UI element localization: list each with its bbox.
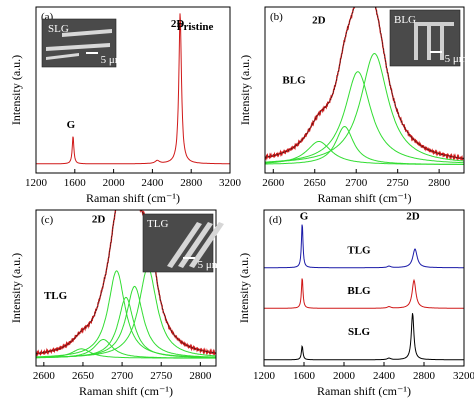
electrode-stripe <box>178 222 213 268</box>
panel-a: 1200 1600 2000 2400 2800 3200 Raman shift (cm⁻… <box>9 6 242 205</box>
fit-sum-line <box>36 210 216 354</box>
panel-letter: (b) <box>270 11 283 23</box>
x-tick-label: 2650 <box>304 177 327 189</box>
x-axis-label: Raman shift (cm⁻¹) <box>86 191 180 205</box>
spectrum-line <box>36 13 230 165</box>
x-tick-label: 2800 <box>428 177 451 189</box>
inset-background <box>142 213 214 273</box>
annotation-slg: SLG <box>348 326 370 338</box>
x-tick-label: 2800 <box>413 370 436 382</box>
electrode-stripe <box>414 22 428 60</box>
scale-bar-label: 5 μm <box>198 259 221 271</box>
inset-label: TLG <box>147 218 168 230</box>
plot-area-a <box>36 13 230 165</box>
series-tlg <box>264 224 464 269</box>
panel-letter: (d) <box>269 214 282 226</box>
sem-inset-image: SLG 5 μm <box>41 18 124 68</box>
annotation-tlg: TLG <box>44 290 68 302</box>
fit-component-2 <box>265 125 464 165</box>
x-axis-label: Raman shift (cm⁻¹) <box>79 384 173 398</box>
x-tick-label: 1200 <box>253 370 276 382</box>
x-tick-label: 2000 <box>103 177 126 189</box>
electrode-stripe <box>62 29 112 37</box>
series-blg <box>264 278 464 309</box>
fit-component-4 <box>265 52 464 163</box>
fit-component-6 <box>36 267 216 358</box>
annotation-pristine: Pristine <box>177 21 214 33</box>
x-tick-label: 2650 <box>72 370 95 382</box>
x-tick-label: 2750 <box>387 177 410 189</box>
electrode-stripe <box>46 43 110 51</box>
panel-letter: (c) <box>41 214 54 226</box>
x-tick-label: 2700 <box>111 370 134 382</box>
x-tick-label: 1600 <box>64 177 87 189</box>
y-axis-label: Intensity (a.u.) <box>9 55 23 125</box>
annotation-2d: 2D <box>92 213 106 225</box>
x-tick-label: 2800 <box>189 370 212 382</box>
electrode-stripe <box>189 222 224 268</box>
annotation-2d: 2D <box>406 210 420 222</box>
x-tick-label: 3200 <box>453 370 474 382</box>
inset-label: BLG <box>394 14 416 26</box>
inset-background <box>41 18 117 68</box>
y-axis-label: Intensity (a.u.) <box>238 55 252 125</box>
x-tick-label: 2600 <box>33 370 56 382</box>
x-tick-label: 2750 <box>150 370 173 382</box>
x-axis-label: Raman shift (cm⁻¹) <box>317 384 411 398</box>
annotation-blg: BLG <box>347 285 371 297</box>
x-tick-label: 2700 <box>345 177 368 189</box>
x-tick-label: 2800 <box>180 177 203 189</box>
x-tick-label: 2400 <box>373 370 396 382</box>
x-axis-label: Raman shift (cm⁻¹) <box>318 191 412 205</box>
annotation-g: G <box>67 119 76 131</box>
scale-bar-label: 5 μm <box>445 53 468 65</box>
plot-frame <box>35 6 231 174</box>
plot-area-b <box>265 7 464 165</box>
x-tick-label: 2400 <box>141 177 164 189</box>
panel-d: 1200 1600 2000 2400 2800 3200 Raman shift (cm⁻… <box>237 209 474 398</box>
sem-inset-image: TLG 5 μm <box>142 213 224 273</box>
electrode-stripe <box>167 222 202 268</box>
sem-inset-image: BLG 5 μm <box>389 9 468 67</box>
plot-frame <box>264 6 465 174</box>
fit-component-3 <box>265 71 464 164</box>
x-tick-label: 3200 <box>219 177 242 189</box>
electrode-stripe <box>440 22 454 60</box>
fit-sum-line <box>265 7 464 159</box>
plot-area-c <box>36 210 216 359</box>
series-slg <box>264 313 464 361</box>
plot-area-d <box>264 224 464 361</box>
panel-b: 2600 2650 2700 2750 2800 Raman shift (cm⁻¹) In… <box>238 6 468 205</box>
inset-background <box>389 9 461 67</box>
plot-frame <box>35 209 217 367</box>
x-tick-label: 1200 <box>25 177 48 189</box>
electrode-stripe <box>427 22 441 60</box>
fit-component-4 <box>36 296 216 358</box>
scale-bar-label: 5 μm <box>101 54 124 66</box>
x-tick-label: 1600 <box>293 370 316 382</box>
x-tick-label: 2000 <box>333 370 356 382</box>
plot-frame <box>263 209 465 367</box>
annotation-blg: BLG <box>282 74 306 86</box>
annotation-2d: 2D <box>171 18 185 30</box>
panel-c: 2600 2650 2700 2750 2800 Raman shift (cm⁻¹) In… <box>9 209 224 398</box>
y-axis-label: Intensity (a.u.) <box>9 253 23 323</box>
inset-label: SLG <box>48 23 69 35</box>
y-axis-label: Intensity (a.u.) <box>237 253 251 323</box>
annotation-g: G <box>300 210 309 222</box>
annotation-tlg: TLG <box>347 245 371 257</box>
electrode-stripe <box>46 53 79 60</box>
x-tick-label: 2600 <box>262 177 285 189</box>
annotation-2d: 2D <box>312 15 326 27</box>
